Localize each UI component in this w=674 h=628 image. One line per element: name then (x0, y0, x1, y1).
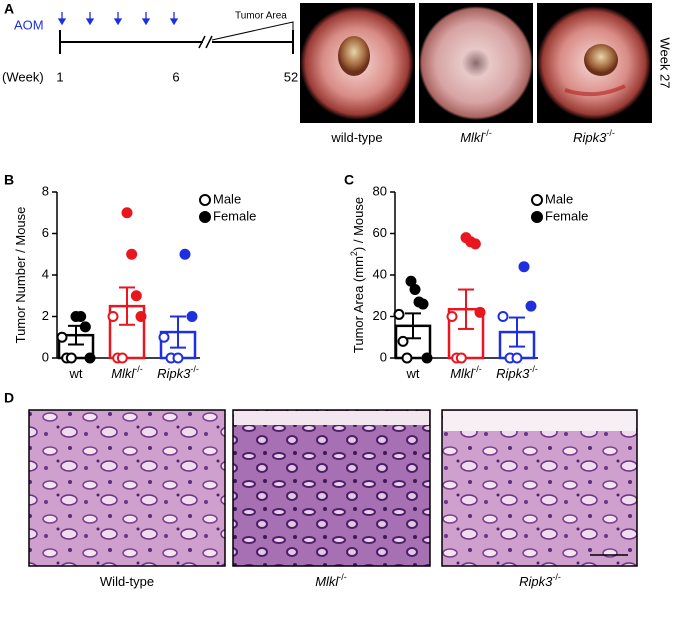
legend-marker (531, 211, 543, 223)
data-point (511, 352, 523, 364)
data-point (497, 311, 509, 322)
y-axis-label: Tumor Number / Mouse (13, 207, 28, 344)
treatment-label: AOM (14, 17, 44, 32)
data-point (397, 335, 409, 347)
data-point (409, 284, 421, 296)
data-point (405, 275, 417, 287)
y-axis-label-text: Tumor Number / Mouse (13, 207, 28, 344)
histology-images (28, 409, 638, 567)
data-point (525, 300, 537, 312)
image-label: Mlkl-/- (315, 572, 347, 589)
image-label: Ripk3-/- (519, 572, 561, 589)
image-label: Wild-type (100, 574, 154, 589)
y-tick-label: 20 (373, 308, 387, 323)
image-label: wild-type (330, 130, 382, 145)
week-tick: 6 (172, 69, 179, 84)
y-tick-label: 2 (42, 308, 49, 323)
data-point (130, 290, 142, 302)
data-point (116, 352, 128, 364)
image-label: Mlkl-/- (460, 128, 492, 145)
y-axis-label-after: ) / Mouse (351, 197, 366, 251)
week-tick: 1 (56, 69, 63, 84)
data-point (65, 352, 77, 364)
data-point (126, 248, 138, 260)
panel-letter: C (344, 172, 354, 188)
data-point (186, 311, 198, 322)
x-tick-label: Mlkl-/- (450, 364, 482, 381)
legend-marker (199, 194, 211, 206)
legend-label: Male (545, 191, 573, 206)
data-point (135, 311, 147, 322)
data-point (401, 352, 413, 364)
x-tick-label: wt (406, 366, 420, 381)
category-name: Mlkl (111, 366, 135, 381)
data-point (421, 352, 433, 364)
data-point (179, 248, 191, 260)
y-tick-label: 80 (373, 183, 387, 198)
week-tick: 52 (284, 69, 298, 84)
y-axis-label-sup: 2 (349, 251, 359, 256)
data-point (393, 308, 405, 320)
image-label: Ripk3-/- (573, 128, 615, 145)
panel-letter: D (4, 390, 14, 406)
legend-label: Female (545, 208, 588, 223)
category-name: Ripk3 (157, 366, 191, 381)
y-tick-label: 6 (42, 225, 49, 240)
data-point (518, 261, 530, 273)
data-point (107, 311, 119, 322)
legend-label: Male (213, 191, 241, 206)
y-tick-label: 0 (380, 349, 387, 364)
category-sup: -/- (190, 364, 199, 374)
x-tick-label: Ripk3-/- (157, 364, 199, 381)
legend-marker (199, 211, 211, 223)
panel-letter: A (4, 1, 14, 17)
x-tick-label: Mlkl-/- (111, 364, 143, 381)
category-name: Ripk3 (496, 366, 530, 381)
category-name: Mlkl (450, 366, 474, 381)
data-point (172, 352, 184, 364)
y-axis-label-text: Tumor Area (mm (351, 256, 366, 353)
timepoint-label: Week 27 (658, 37, 673, 88)
data-point (75, 311, 87, 322)
y-tick-label: 0 (42, 349, 49, 364)
category-sup: -/- (134, 364, 143, 374)
week-label: (Week) (2, 69, 44, 84)
x-tick-label: wt (69, 366, 83, 381)
data-point (121, 207, 133, 219)
timeline (59, 21, 294, 54)
data-point (469, 238, 481, 250)
y-tick-label: 4 (42, 266, 49, 281)
y-tick-label: 8 (42, 183, 49, 198)
endoscopy-images (300, 3, 652, 123)
legend-marker (531, 194, 543, 206)
y-axis-label: Tumor Area (mm2) / Mouse (349, 197, 366, 353)
tumor-area-label: Tumor Area (235, 11, 287, 22)
category-sup: -/- (473, 364, 482, 374)
injection-arrows (57, 12, 179, 26)
data-point (79, 321, 91, 333)
x-tick-label: Ripk3-/- (496, 364, 538, 381)
legend-label: Female (213, 208, 256, 223)
data-point (446, 311, 458, 322)
panel-letter: B (4, 172, 14, 188)
data-point (417, 298, 429, 310)
y-tick-label: 40 (373, 266, 387, 281)
category-sup: -/- (529, 364, 538, 374)
category-name: wt (69, 366, 83, 381)
data-point (84, 352, 96, 364)
data-point (474, 306, 486, 318)
data-point (455, 352, 467, 364)
data-point (56, 331, 68, 343)
y-tick-label: 60 (373, 225, 387, 240)
data-point (158, 331, 170, 343)
category-name: wt (406, 366, 420, 381)
